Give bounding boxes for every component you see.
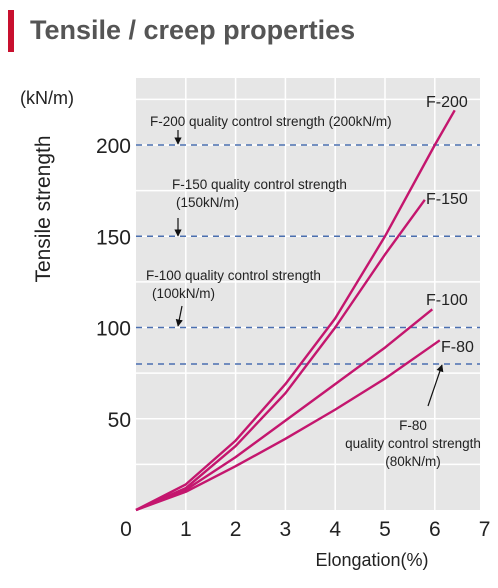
plot-area [136, 78, 480, 510]
series-line-f-150 [135, 199, 426, 512]
title-accent-bar [8, 10, 14, 52]
series-label: F-100 [426, 292, 468, 309]
quality-control-label: F-100 quality control strength [146, 268, 321, 283]
x-tick-label: 3 [280, 518, 292, 541]
tensile-strength-chart: F-200 F-150 F-100 F-80 F-200 quality control… [20, 78, 491, 570]
x-tick-label: 2 [230, 518, 242, 541]
y-tick-label: 200 [96, 135, 131, 158]
x-tick-label: 1 [180, 518, 192, 541]
x-tick-label: 6 [429, 518, 441, 541]
quality-control-label: quality control strength [345, 436, 481, 451]
x-tick-label: 4 [329, 518, 341, 541]
y-tick-label: 50 [108, 409, 131, 432]
quality-control-label: F-150 quality control strength [172, 177, 347, 192]
y-axis-label: Tensile strength [32, 135, 55, 282]
series-line-f-200 [135, 109, 456, 512]
quality-control-label: (100kN/m) [152, 286, 215, 301]
x-tick-label: 7 [479, 518, 491, 541]
x-tick-label: 5 [379, 518, 391, 541]
series-line-f-100 [135, 308, 434, 512]
x-tick-label: 0 [120, 518, 132, 541]
y-tick-label: 150 [96, 226, 131, 249]
annotation-arrow [175, 305, 183, 327]
series-label: F-200 [426, 94, 468, 111]
quality-control-label: (150kN/m) [176, 195, 239, 210]
x-axis-label: Elongation(%) [315, 550, 428, 570]
series-label: F-80 [441, 339, 474, 356]
series-line-f-80 [135, 339, 441, 512]
y-tick-label: 100 [96, 318, 131, 341]
quality-control-label: F-200 quality control strength (200kN/m) [150, 114, 392, 129]
series-label: F-150 [426, 191, 468, 208]
quality-control-label: F-80 [399, 418, 427, 433]
annotation-arrow [427, 364, 444, 407]
quality-control-label: (80kN/m) [385, 454, 441, 469]
page-title: Tensile / creep properties [30, 15, 356, 45]
y-axis-unit: (kN/m) [20, 88, 74, 108]
